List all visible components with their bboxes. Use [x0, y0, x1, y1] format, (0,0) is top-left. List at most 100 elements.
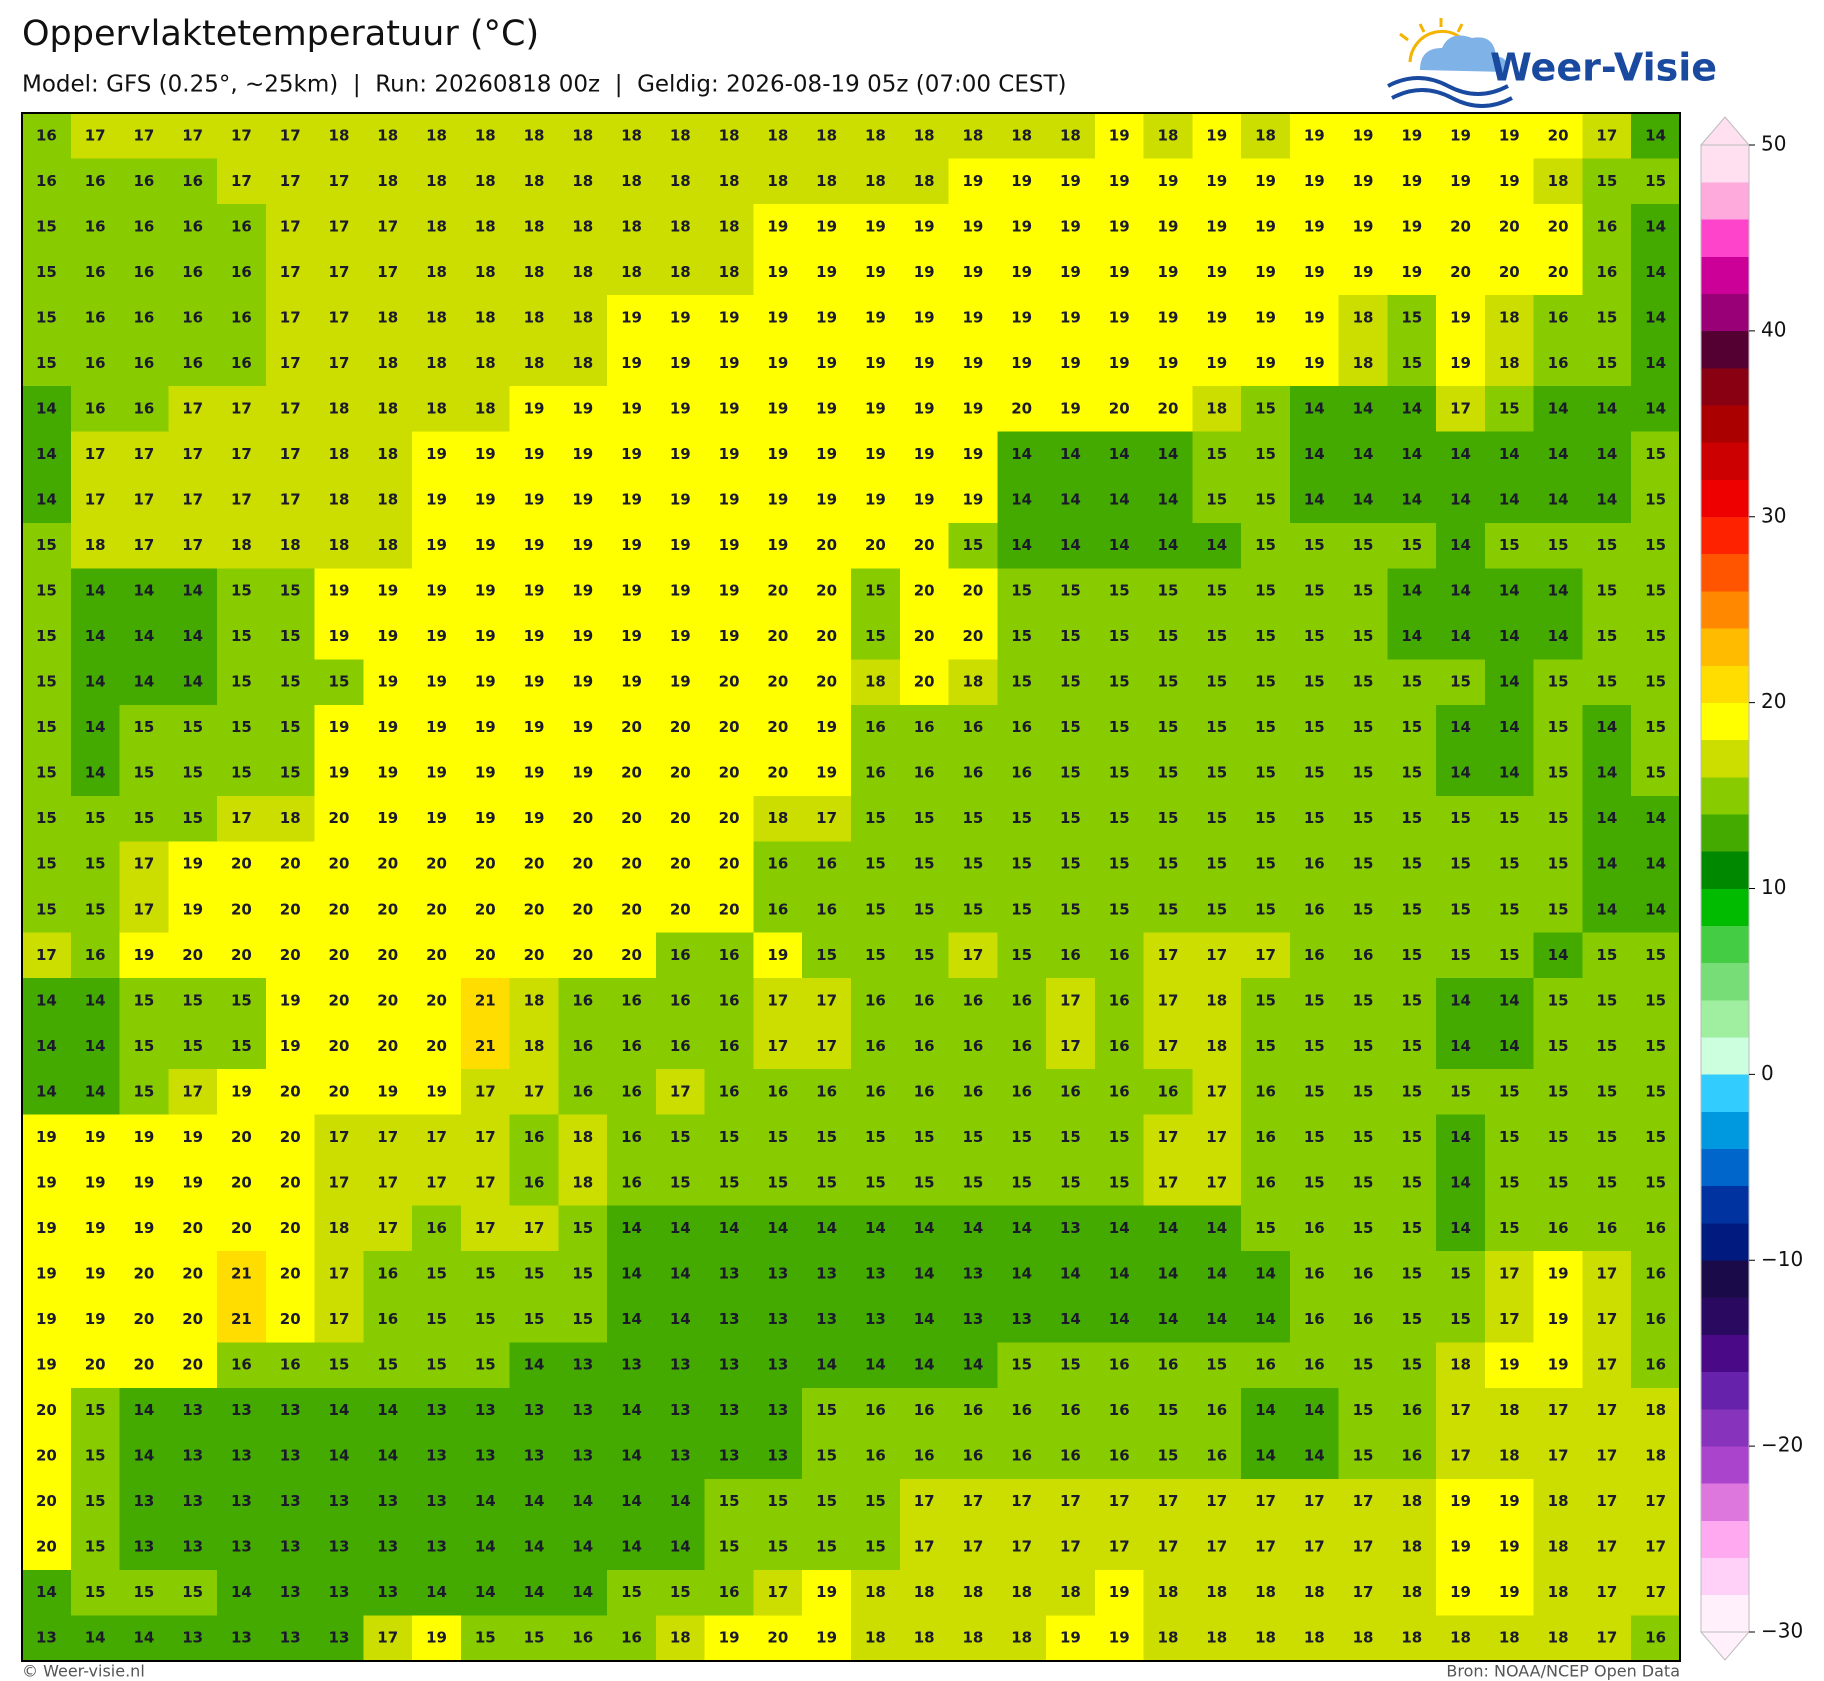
temperature-cell	[217, 1433, 267, 1480]
temperature-label: 15	[1011, 627, 1032, 645]
temperature-label: 15	[1304, 1173, 1325, 1191]
temperature-label: 13	[182, 1401, 203, 1419]
temperature-label: 15	[670, 1128, 691, 1146]
temperature-cell	[363, 841, 413, 888]
temperature-label: 17	[182, 126, 203, 144]
temperature-label: 15	[1596, 1128, 1617, 1146]
temperature-label: 15	[865, 809, 886, 827]
temperature-cell	[265, 932, 316, 979]
temperature-cell	[1143, 431, 1193, 478]
temperature-label: 18	[1353, 308, 1374, 326]
temperature-label: 15	[1353, 1356, 1374, 1374]
temperature-label: 19	[475, 491, 496, 509]
temperature-cell	[802, 1114, 852, 1161]
temperature-label: 20	[231, 1128, 252, 1146]
temperature-cell	[802, 1296, 852, 1343]
temperature-cell	[168, 704, 218, 751]
temperature-cell	[1582, 1296, 1632, 1343]
temperature-cell	[948, 113, 998, 160]
temperature-label: 13	[719, 1401, 740, 1419]
temperature-label: 17	[329, 263, 350, 281]
temperature-cell	[607, 1387, 657, 1434]
temperature-label: 16	[133, 399, 154, 417]
temperature-label: 15	[767, 1128, 788, 1146]
temperature-cell	[899, 750, 950, 797]
temperature-cell	[1046, 158, 1096, 205]
temperature-label: 19	[329, 582, 350, 600]
temperature-label: 14	[1548, 445, 1569, 463]
temperature-label: 15	[280, 718, 301, 736]
temperature-cell	[1192, 1524, 1242, 1571]
temperature-cell	[1582, 295, 1632, 342]
temperature-label: 14	[670, 1219, 691, 1237]
temperature-cell	[558, 249, 608, 296]
temperature-cell	[70, 477, 121, 524]
temperature-cell	[70, 1251, 121, 1298]
temperature-cell	[412, 1160, 462, 1207]
temperature-label: 18	[329, 445, 350, 463]
temperature-label: 16	[426, 1219, 447, 1237]
temperature-cell	[607, 1069, 657, 1116]
temperature-cell	[22, 1296, 72, 1343]
temperature-cell	[1046, 1569, 1096, 1616]
temperature-label: 15	[1060, 582, 1081, 600]
temperature-label: 14	[1548, 627, 1569, 645]
temperature-cell	[509, 1160, 559, 1207]
temperature-label: 14	[1158, 536, 1179, 554]
temperature-label: 15	[85, 1538, 106, 1556]
temperature-cell	[704, 750, 754, 797]
temperature-cell	[607, 1160, 657, 1207]
temperature-cell	[655, 1569, 706, 1616]
temperature-label: 15	[1353, 627, 1374, 645]
temperature-label: 15	[36, 308, 57, 326]
temperature-label: 17	[475, 1082, 496, 1100]
temperature-label: 20	[962, 582, 983, 600]
temperature-cell	[558, 704, 608, 751]
temperature-cell	[753, 750, 803, 797]
temperature-label: 17	[816, 809, 837, 827]
temperature-cell	[655, 204, 706, 251]
colorbar-segment	[1701, 962, 1749, 1001]
temperature-label: 15	[1548, 718, 1569, 736]
temperature-label: 15	[1645, 1082, 1666, 1100]
temperature-cell	[1338, 158, 1388, 205]
temperature-cell	[704, 295, 754, 342]
temperature-cell	[1094, 1069, 1145, 1116]
temperature-cell	[1387, 1023, 1437, 1070]
temperature-cell	[655, 1387, 706, 1434]
temperature-cell	[558, 1569, 608, 1616]
temperature-label: 19	[1304, 126, 1325, 144]
temperature-label: 20	[767, 627, 788, 645]
temperature-label: 16	[1109, 1401, 1130, 1419]
temperature-cell	[1387, 1114, 1437, 1161]
temperature-cell	[460, 204, 511, 251]
temperature-label: 16	[816, 900, 837, 918]
temperature-cell	[1046, 1615, 1096, 1662]
temperature-label: 21	[475, 1037, 496, 1055]
temperature-cell	[1289, 750, 1340, 797]
temperature-label: 13	[475, 1447, 496, 1465]
temperature-cell	[363, 1114, 413, 1161]
temperature-cell	[753, 1205, 803, 1252]
temperature-cell	[1436, 978, 1486, 1025]
temperature-cell	[460, 613, 511, 660]
temperature-cell	[460, 1023, 511, 1070]
temperature-cell	[753, 613, 803, 660]
temperature-cell	[460, 1524, 511, 1571]
temperature-cell	[70, 887, 121, 934]
temperature-label: 15	[1401, 354, 1422, 372]
temperature-cell	[1533, 431, 1583, 478]
temperature-cell	[1143, 386, 1193, 433]
temperature-cell	[168, 113, 218, 160]
temperature-label: 15	[914, 809, 935, 827]
logo: Weer-Visie	[1387, 18, 1717, 108]
temperature-cell	[412, 568, 462, 615]
temperature-label: 14	[85, 764, 106, 782]
temperature-cell	[1533, 887, 1583, 934]
temperature-cell	[1192, 887, 1242, 934]
temperature-label: 14	[329, 1401, 350, 1419]
temperature-cell	[1192, 704, 1242, 751]
temperature-label: 15	[816, 1173, 837, 1191]
temperature-label: 19	[426, 491, 447, 509]
temperature-cell	[655, 249, 706, 296]
